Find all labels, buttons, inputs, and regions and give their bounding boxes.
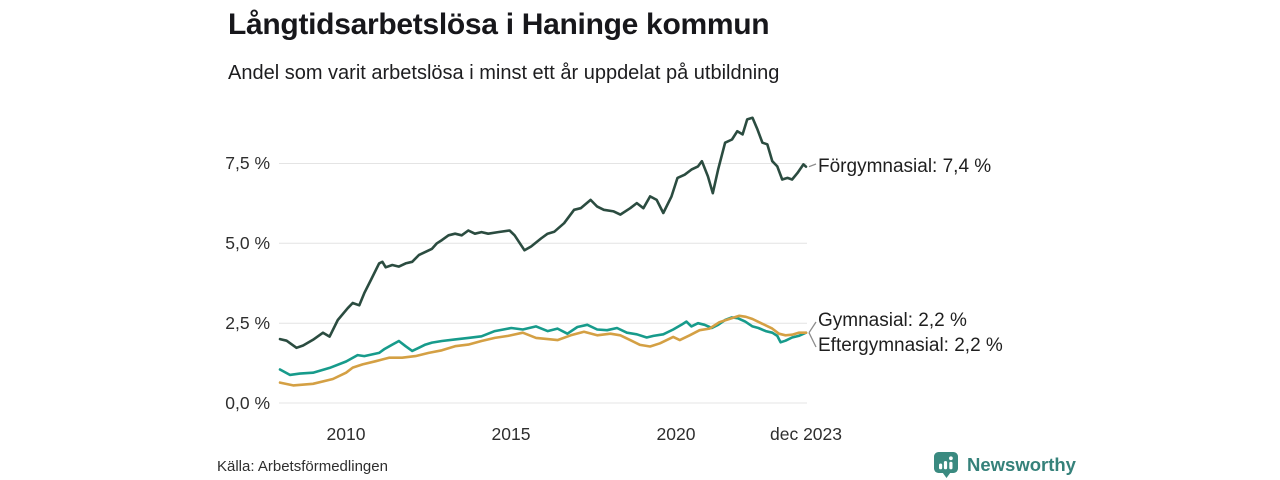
- series-label-gymnasial: Gymnasial: 2,2 %: [818, 310, 967, 331]
- series-line-forgymnasial: [278, 116, 808, 350]
- x-tick-label: 2020: [656, 424, 696, 444]
- chart-subtitle: Andel som varit arbetslösa i minst ett å…: [228, 62, 780, 84]
- y-tick-label: 7,5 %: [225, 153, 270, 174]
- connector-forgymnasial: [808, 163, 817, 168]
- newsworthy-bubble-chart-icon: [934, 452, 958, 478]
- page-title: Långtidsarbetslösa i Haninge kommun: [228, 8, 770, 41]
- source-note: Källa: Arbetsförmedlingen: [217, 458, 388, 475]
- brand-name: Newsworthy: [967, 453, 1076, 475]
- y-tick-label: 0,0 %: [225, 393, 270, 413]
- series-line-eftergymnasial: [278, 314, 808, 387]
- x-tick-label: dec 2023: [769, 424, 843, 444]
- y-tick-label: 5,0 %: [225, 233, 270, 254]
- x-tick-label: 2015: [491, 424, 531, 444]
- series-label-eftergymnasial: Eftergymnasial: 2,2 %: [818, 335, 1003, 356]
- newsworthy-logo[interactable]: Newsworthy: [932, 450, 1076, 479]
- y-tick-label: 2,5 %: [225, 313, 270, 334]
- series-line-gymnasial: [278, 316, 808, 377]
- connector-eftergymnasial: [808, 332, 817, 348]
- series-label-forgymnasial: Förgymnasial: 7,4 %: [818, 156, 992, 177]
- connector-gymnasial: [808, 321, 817, 334]
- x-tick-label: 2010: [326, 424, 366, 444]
